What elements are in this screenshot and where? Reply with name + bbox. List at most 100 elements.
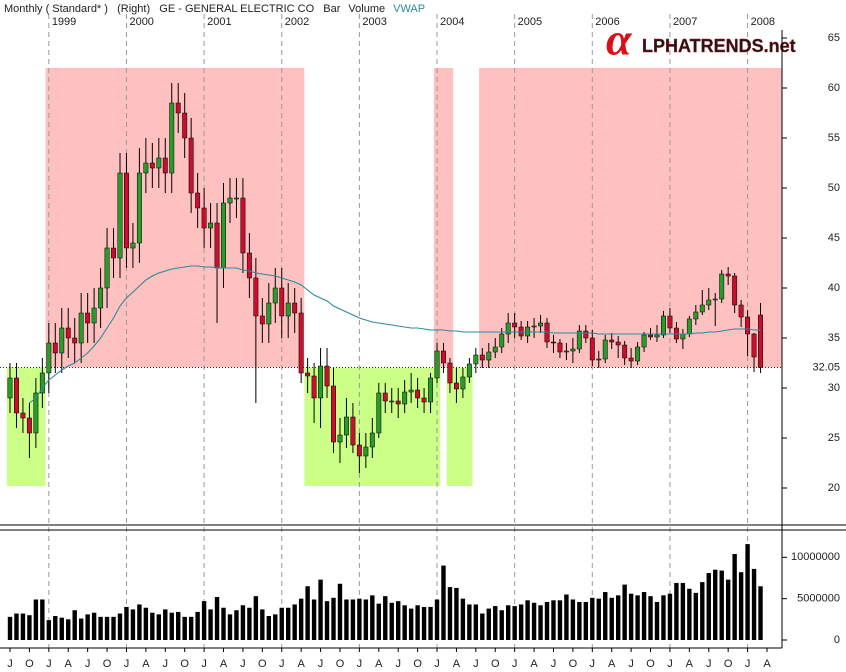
x-tick-label: A [453, 658, 461, 670]
candle-body [473, 354, 479, 365]
candle-body [738, 304, 744, 318]
volume-bar [732, 554, 737, 640]
volume-bar [525, 600, 530, 640]
x-tick-label: A [375, 658, 383, 670]
candle-body [570, 348, 576, 352]
candle-body [240, 197, 246, 254]
volume-bar [331, 597, 336, 640]
x-tick-label: A [608, 658, 616, 670]
candle-body [149, 162, 155, 169]
candle-body [680, 333, 686, 340]
y-tick-label: 40 [828, 282, 840, 294]
candle-body [305, 372, 311, 377]
candle-body [732, 275, 738, 306]
x-tick-label: A [763, 658, 771, 670]
volume-bar [72, 610, 77, 640]
volume-bar [680, 582, 686, 640]
candle-body [272, 287, 278, 304]
candle-body [14, 377, 19, 414]
volume-bar [661, 595, 666, 640]
last-price-label: 32.05 [812, 361, 840, 373]
volume-bar [130, 609, 136, 640]
volume-bar [188, 616, 194, 640]
candle-body [641, 334, 647, 348]
volume-bar [176, 611, 181, 640]
y-tick-label: 60 [828, 82, 840, 94]
line-series [29, 265, 761, 404]
x-tick-label: J [7, 658, 13, 670]
candle-body [227, 197, 233, 204]
x-tick-label: O [646, 658, 655, 670]
candle-body [654, 334, 660, 338]
candle-body [447, 362, 453, 384]
year-label: 2008 [751, 16, 775, 28]
volume-bar [208, 609, 213, 640]
candle-body [460, 376, 466, 390]
candle-body [557, 342, 563, 353]
candle-body [72, 337, 78, 344]
volume-bar [725, 579, 731, 640]
candle-body [745, 316, 751, 335]
volume-bar [150, 612, 155, 640]
y-tick-label: 35 [828, 332, 840, 344]
volume-bar [91, 612, 97, 640]
candle-body [602, 339, 608, 360]
candle-body [130, 242, 136, 249]
candle-body [499, 333, 505, 348]
candle-body [699, 304, 705, 313]
zone [6, 367, 46, 486]
volume-bar [454, 587, 459, 640]
volume-bar [480, 613, 485, 640]
volume-y-tick-label: 0 [834, 634, 840, 646]
candle-body [20, 412, 26, 419]
candle-body [492, 346, 498, 353]
zone [433, 68, 454, 368]
volume-bar [53, 616, 58, 640]
volume-bar [143, 607, 149, 640]
candle-body [635, 346, 641, 362]
x-tick-label: O [724, 658, 733, 670]
volume-bar [7, 616, 13, 640]
volume-bar [163, 609, 168, 640]
volume-bar [570, 599, 576, 640]
candle-body [111, 247, 116, 259]
candle-body [667, 315, 673, 329]
volume-bar [706, 573, 711, 640]
volume-bar [85, 614, 90, 640]
volume-bar [195, 611, 200, 640]
candle-body [182, 112, 188, 139]
candle-body [285, 302, 291, 317]
volume-bar [428, 606, 433, 640]
candle-body [583, 330, 589, 339]
volume-bar [700, 582, 705, 640]
volume-bar [758, 586, 763, 640]
vwap-legend: VWAP [393, 3, 425, 15]
x-tick-label: O [25, 658, 34, 670]
x-tick-label: J [473, 658, 479, 670]
volume-bar [415, 605, 420, 640]
x-tick-label: J [163, 658, 169, 670]
year-label: 1999 [52, 16, 76, 28]
volume-bar [434, 599, 440, 640]
volume-bar [46, 620, 52, 640]
candle-body [195, 192, 201, 209]
candle-body [751, 333, 757, 358]
x-tick-label: J [357, 658, 363, 670]
x-tick-label: J [85, 658, 91, 670]
volume-bar [687, 588, 692, 640]
candle-body [725, 273, 731, 277]
candle-body [343, 416, 349, 436]
x-tick-label: O [336, 658, 345, 670]
x-tick-label: J [512, 658, 518, 670]
volume-legend: Volume [348, 3, 385, 15]
candle-body [324, 365, 330, 387]
candle-body [26, 417, 32, 434]
volume-bar [234, 610, 239, 640]
volume-bar [557, 600, 563, 640]
year-label: 2006 [595, 16, 619, 28]
candle-body [52, 342, 58, 354]
x-tick-label: J [434, 658, 440, 670]
